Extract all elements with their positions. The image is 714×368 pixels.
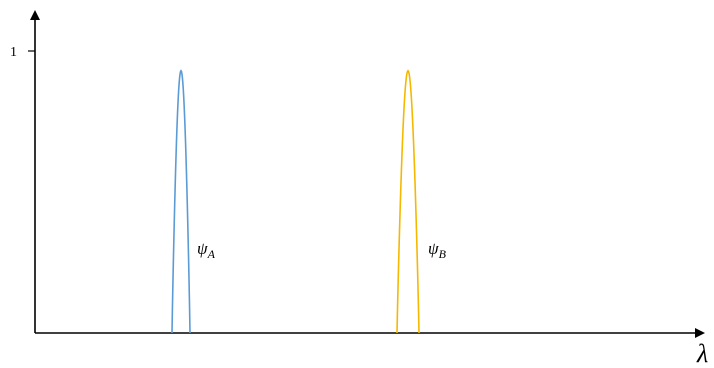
psi-b-label-main: ψ bbox=[428, 239, 439, 258]
psi-a-label-sub: A bbox=[207, 247, 216, 261]
x-axis-label: λ bbox=[696, 339, 708, 368]
psi-a-label-main: ψ bbox=[197, 239, 208, 258]
psi-a-label: ψA bbox=[197, 239, 216, 261]
psi-b-label-sub: B bbox=[439, 247, 447, 261]
y-tick-label-1: 1 bbox=[10, 45, 17, 60]
psi-a-curve bbox=[171, 69, 191, 334]
psi-b-curve bbox=[396, 69, 420, 334]
psi-b-label: ψB bbox=[428, 239, 447, 261]
